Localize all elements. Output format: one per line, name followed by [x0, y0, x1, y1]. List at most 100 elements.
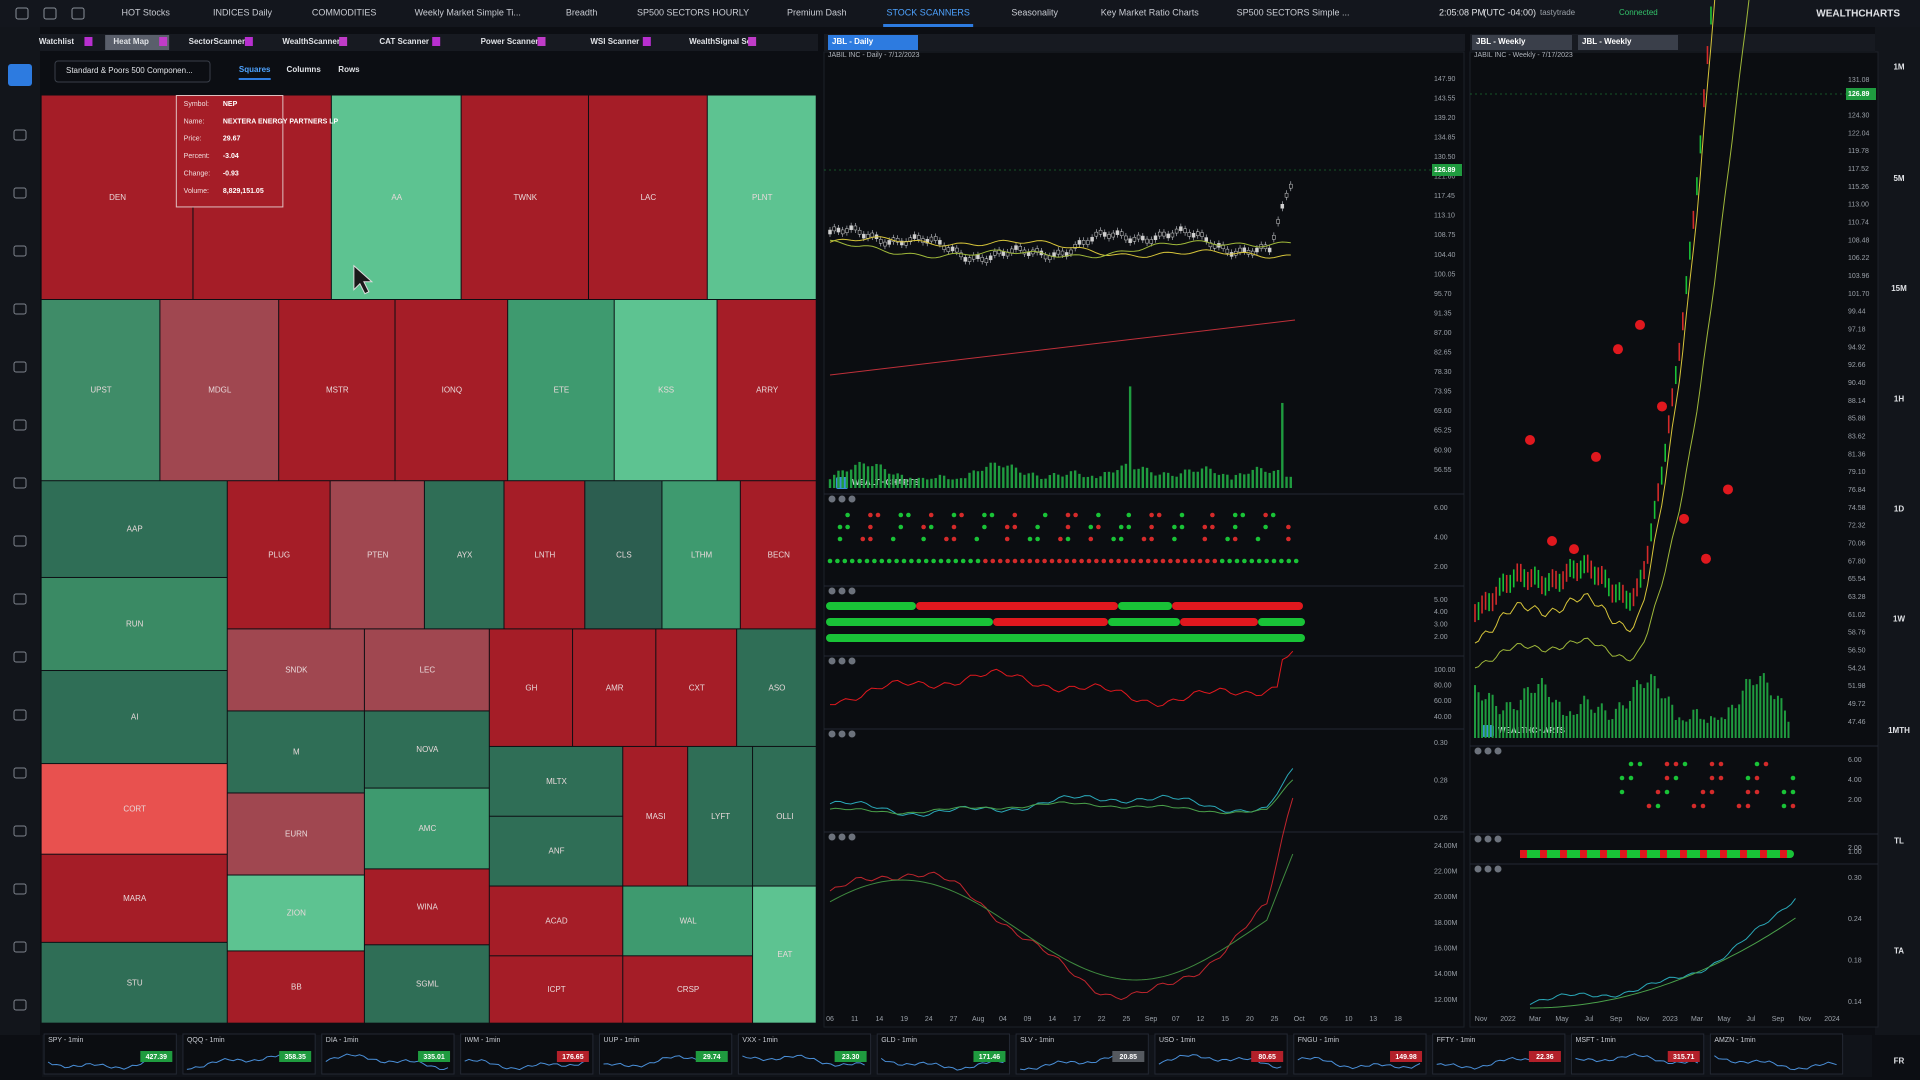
view-tab[interactable]: Squares — [239, 65, 271, 74]
panel-tab[interactable]: Watchlist — [39, 37, 75, 46]
tool-icon[interactable] — [13, 535, 27, 547]
tool-icon[interactable] — [13, 361, 27, 373]
heatmap-cell[interactable] — [424, 481, 504, 629]
heatmap-cell[interactable] — [227, 481, 330, 629]
timeframe-button[interactable]: 1D — [1894, 504, 1904, 513]
heatmap-cell[interactable] — [656, 629, 737, 746]
source-dropdown[interactable] — [54, 60, 211, 83]
heatmap-cell[interactable] — [330, 481, 424, 629]
heatmap-cell[interactable] — [41, 95, 193, 300]
chart-tab-label[interactable]: JBL - Weekly — [1582, 37, 1632, 46]
indicator-control[interactable] — [828, 730, 836, 738]
source-dropdown-label[interactable]: Standard & Poors 500 Componen... — [66, 66, 193, 75]
tool-icon[interactable] — [13, 593, 27, 605]
tool-icon[interactable] — [13, 999, 27, 1011]
view-tab[interactable]: Columns — [287, 65, 322, 74]
top-tab[interactable]: Weekly Market Simple Ti... — [415, 7, 521, 17]
timeframe-button[interactable]: 15M — [1891, 284, 1907, 293]
view-tab[interactable]: Rows — [338, 65, 360, 74]
heatmap-cell[interactable] — [364, 788, 489, 869]
heatmap-cell[interactable] — [489, 956, 623, 1023]
heatmap-cell[interactable] — [41, 671, 227, 764]
heatmap-cell[interactable] — [662, 481, 740, 629]
tool-icon[interactable] — [13, 477, 27, 489]
heatmap-cell[interactable] — [489, 886, 623, 956]
top-tab[interactable]: SP500 SECTORS HOURLY — [637, 7, 749, 17]
heatmap-cell[interactable] — [707, 95, 816, 300]
timeframe-button[interactable]: 1MTH — [1888, 726, 1910, 735]
indicator-control[interactable] — [848, 495, 856, 503]
panel-tab[interactable]: WealthScanner — [282, 37, 340, 46]
indicator-control[interactable] — [828, 587, 836, 595]
panel-tab[interactable]: SectorScanner — [189, 37, 245, 46]
heatmap-cell[interactable] — [395, 300, 508, 481]
indicator-control[interactable] — [838, 587, 846, 595]
heatmap-cell[interactable] — [364, 629, 489, 711]
timeframe-button[interactable]: 1W — [1893, 615, 1905, 624]
heatmap-cell[interactable] — [41, 764, 227, 854]
heatmap-cell[interactable] — [364, 869, 489, 945]
heatmap-cell[interactable] — [41, 300, 160, 481]
heatmap-cell[interactable] — [227, 793, 364, 875]
heatmap-cell[interactable] — [753, 886, 816, 1023]
heatmap-cell[interactable] — [573, 629, 656, 746]
top-tab[interactable]: INDICES Daily — [213, 7, 273, 17]
heatmap-cell[interactable] — [489, 816, 623, 886]
heatmap-cell[interactable] — [41, 854, 227, 942]
timeframe-button[interactable]: FR — [1894, 1057, 1905, 1066]
panel-tab[interactable]: CAT Scanner — [379, 37, 429, 46]
indicator-control[interactable] — [828, 833, 836, 841]
add-button[interactable] — [8, 64, 32, 86]
indicator-control[interactable] — [1484, 865, 1492, 873]
toolbar-icon[interactable] — [71, 7, 85, 20]
indicator-control[interactable] — [1474, 865, 1482, 873]
indicator-control[interactable] — [848, 587, 856, 595]
timeframe-button[interactable]: TL — [1894, 836, 1904, 845]
tool-icon[interactable] — [13, 303, 27, 315]
tool-icon[interactable] — [13, 651, 27, 663]
heatmap-cell[interactable] — [489, 746, 623, 816]
heatmap-cell[interactable] — [227, 951, 364, 1023]
indicator-control[interactable] — [1484, 747, 1492, 755]
heatmap-cell[interactable] — [504, 481, 585, 629]
timeframe-button[interactable]: 1H — [1894, 394, 1904, 403]
chart-tab[interactable] — [1472, 35, 1572, 50]
tool-icon[interactable] — [13, 941, 27, 953]
heatmap-cell[interactable] — [227, 711, 364, 793]
tool-icon[interactable] — [13, 245, 27, 257]
heatmap-cell[interactable] — [41, 942, 227, 1023]
heatmap-cell[interactable] — [461, 95, 588, 300]
heatmap-cell[interactable] — [623, 886, 753, 956]
panel-tab[interactable]: Heat Map — [113, 37, 149, 46]
indicator-control[interactable] — [838, 495, 846, 503]
toolbar-icon[interactable] — [43, 7, 57, 20]
heatmap-cell[interactable] — [364, 945, 489, 1023]
chart-tab-label[interactable]: JBL - Daily — [832, 37, 874, 46]
heatmap-cell[interactable] — [623, 956, 753, 1023]
tool-icon[interactable] — [13, 767, 27, 779]
indicator-control[interactable] — [838, 730, 846, 738]
tool-icon[interactable] — [13, 825, 27, 837]
panel-tab[interactable]: WealthSignal Sc — [689, 37, 752, 46]
heatmap-cell[interactable] — [614, 300, 717, 481]
toolbar-icon[interactable] — [15, 7, 29, 20]
heatmap-cell[interactable] — [688, 746, 753, 886]
indicator-control[interactable] — [1484, 835, 1492, 843]
heatmap-cell[interactable] — [331, 95, 461, 300]
panel-tab[interactable]: Power Scanner — [481, 37, 539, 46]
chart-tab[interactable] — [828, 35, 918, 50]
chart-tab[interactable] — [1578, 35, 1678, 50]
timeframe-button[interactable]: 1M — [1893, 62, 1904, 71]
top-tab[interactable]: Breadth — [566, 7, 598, 17]
indicator-control[interactable] — [828, 657, 836, 665]
panel-tab[interactable]: WSI Scanner — [590, 37, 639, 46]
top-tab[interactable]: SP500 SECTORS Simple ... — [1237, 7, 1350, 17]
indicator-control[interactable] — [848, 657, 856, 665]
indicator-control[interactable] — [1494, 865, 1502, 873]
heatmap-cell[interactable] — [623, 746, 688, 886]
heatmap-cell[interactable] — [364, 711, 489, 788]
indicator-control[interactable] — [1494, 747, 1502, 755]
indicator-control[interactable] — [1474, 835, 1482, 843]
top-tab[interactable]: Seasonality — [1011, 7, 1058, 17]
timeframe-button[interactable]: TA — [1894, 947, 1904, 956]
